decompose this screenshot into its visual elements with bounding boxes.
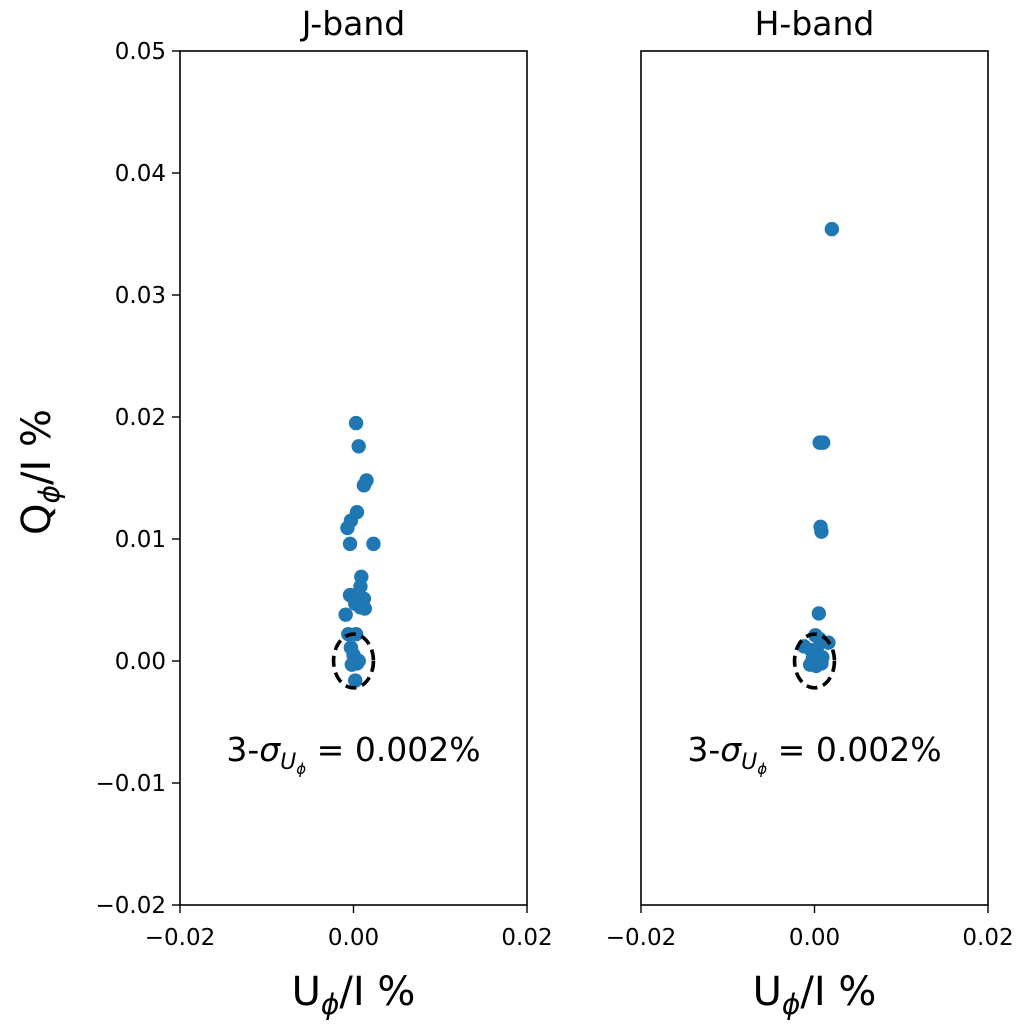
j-band-data-point	[348, 415, 364, 431]
h-band-sigma-annotation: 3-σUϕ = 0.002%	[687, 730, 941, 778]
h-band-data-point	[814, 524, 829, 539]
j-band-y-tick-label: 0.02	[115, 405, 166, 431]
j-band-y-tick-label: 0.04	[115, 161, 166, 187]
h-band-x-tick-label: −0.02	[606, 925, 676, 951]
h-band-data-point	[815, 435, 831, 450]
j-band-data-point	[344, 657, 359, 672]
h-band-sigma-ellipse	[792, 632, 837, 690]
j-band-x-tick-label: 0.00	[328, 925, 379, 951]
panel-h-band: H-band −0.02 0.00 0.02 Uϕ/I % 3-σUϕ = 0.002%	[606, 4, 1014, 1021]
panel-j-band: J-band −0.02 0.00 0.02 −0.02 −0.01 0.00 0.01 0.0…	[14, 4, 553, 1021]
h-band-x-tick-label: 0.00	[789, 925, 840, 951]
j-band-data-point	[340, 520, 355, 536]
j-band-y-tick-label: 0.05	[115, 39, 166, 65]
j-band-data-point	[357, 601, 372, 616]
h-band-data-point	[809, 658, 824, 674]
j-band-y-tick-label: 0.03	[115, 283, 166, 309]
j-band-data-point	[338, 607, 353, 622]
h-band-data-point	[824, 221, 840, 237]
j-band-y-tick-label: 0.01	[115, 527, 166, 553]
j-band-data-point	[351, 439, 366, 454]
j-band-data-point	[342, 536, 358, 552]
j-band-y-tick-label: 0.00	[115, 649, 166, 675]
j-band-x-tick-label: 0.02	[501, 925, 552, 951]
h-band-title: H-band	[755, 4, 875, 43]
j-band-y-axis-label: Qϕ/I %	[14, 409, 66, 535]
h-band-x-tick-label: 0.02	[962, 925, 1013, 951]
j-band-y-tick-label: −0.01	[96, 771, 166, 797]
j-band-title: J-band	[300, 4, 406, 43]
j-band-y-tick-label: −0.02	[96, 893, 166, 919]
j-band-data-point	[356, 478, 372, 493]
j-band-data-point	[366, 536, 381, 552]
j-band-sigma-ellipse	[331, 632, 376, 690]
j-band-x-tick-label: −0.02	[145, 925, 215, 951]
j-band-data-point	[348, 673, 363, 688]
h-band-data-point	[811, 606, 827, 621]
j-band-sigma-annotation: 3-σUϕ = 0.002%	[226, 730, 480, 778]
h-band-x-axis-label: Uϕ/I %	[753, 969, 877, 1021]
j-band-x-axis-label: Uϕ/I %	[292, 969, 416, 1021]
